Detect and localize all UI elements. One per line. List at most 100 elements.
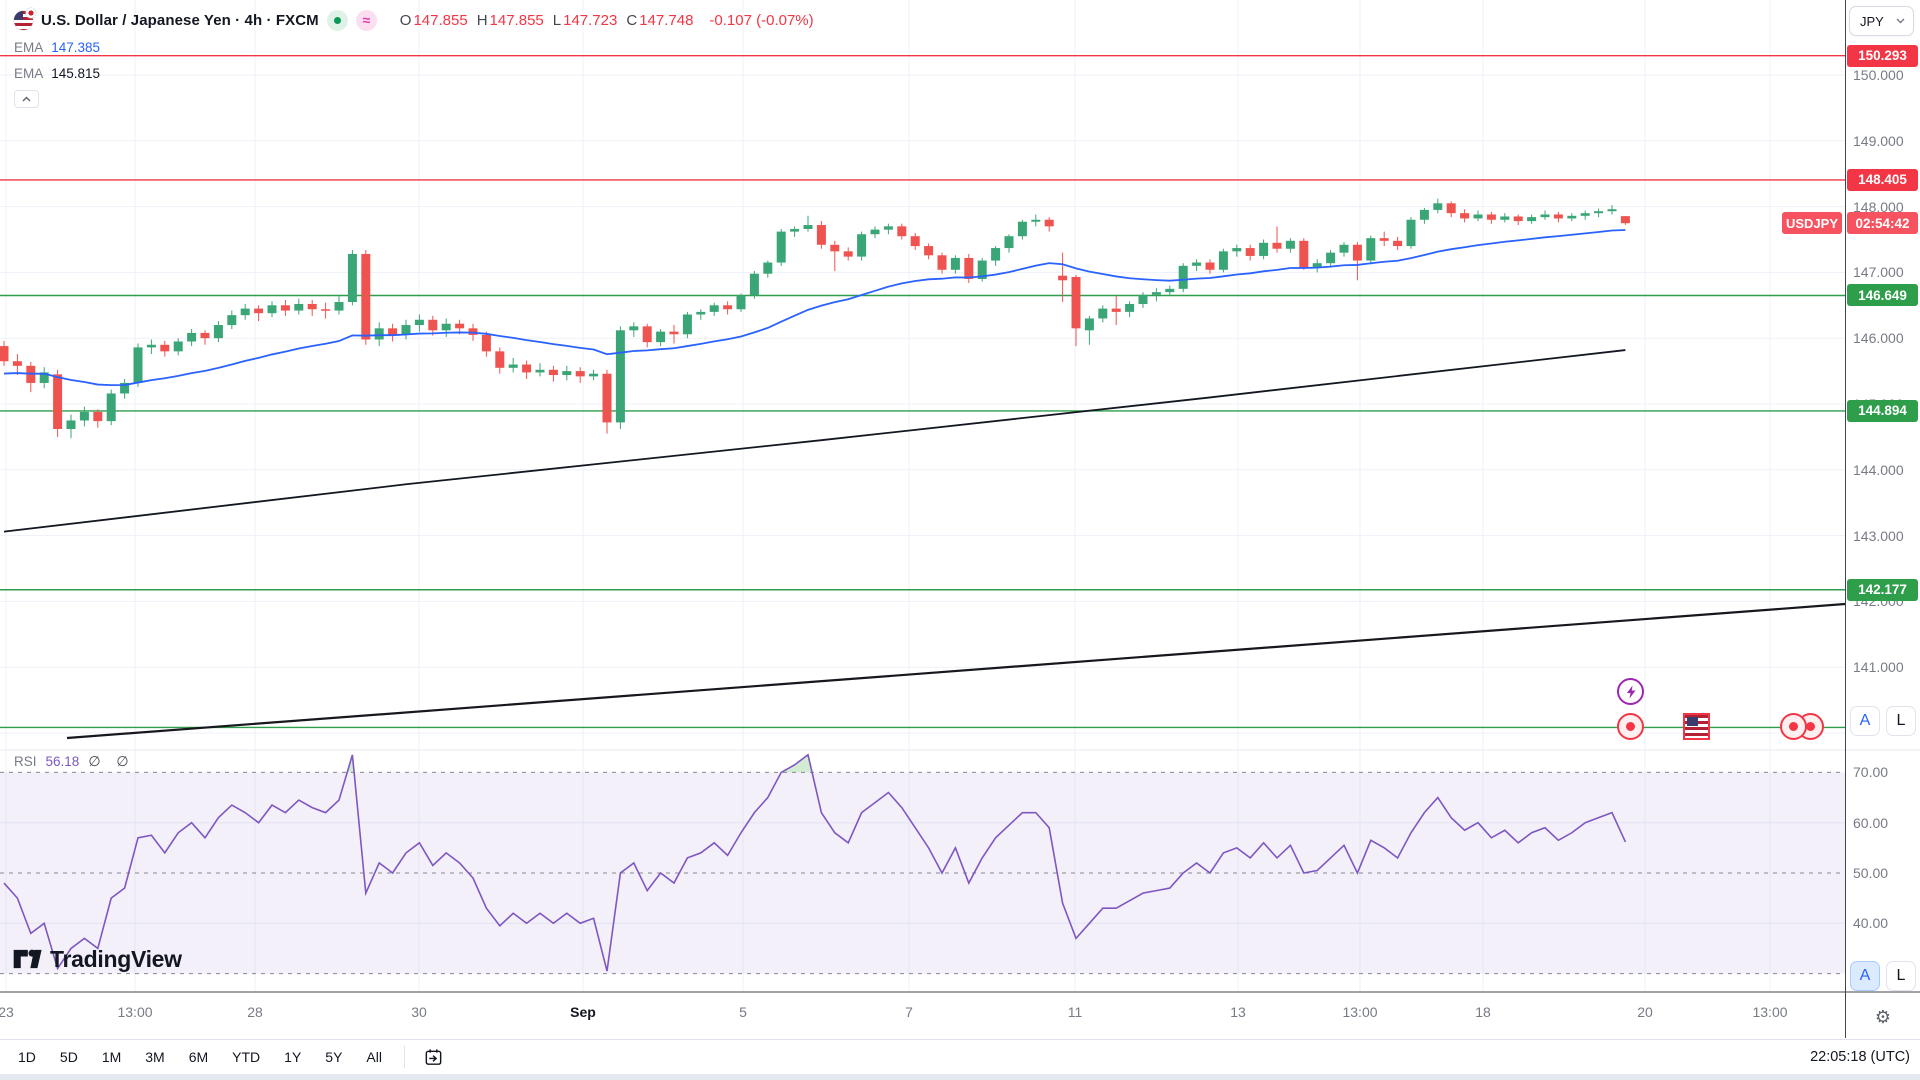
candle-body[interactable]	[682, 314, 692, 335]
rsi-line[interactable]	[3, 753, 1627, 972]
candle-body[interactable]	[1607, 209, 1617, 212]
candle-body[interactable]	[709, 305, 719, 312]
currency-dropdown[interactable]: JPY	[1849, 6, 1914, 36]
candle-body[interactable]	[1620, 216, 1630, 224]
candle-body[interactable]	[1406, 219, 1416, 247]
candle-body[interactable]	[1165, 288, 1175, 293]
candle-body[interactable]	[977, 260, 987, 279]
time-axis-label[interactable]: 28	[247, 1004, 263, 1020]
candle-body[interactable]	[307, 303, 317, 310]
ema-fast-line[interactable]	[3, 229, 1626, 387]
time-axis-label[interactable]: 30	[411, 1004, 427, 1020]
range-button-1y[interactable]: 1Y	[284, 1049, 302, 1065]
ema-slow-line[interactable]	[3, 349, 1626, 533]
horizontal-scrollbar[interactable]	[0, 1074, 1920, 1080]
candle-body[interactable]	[133, 347, 143, 383]
candle-body[interactable]	[294, 303, 304, 311]
session-clock[interactable]: 22:05:18 (UTC)	[1810, 1049, 1910, 1065]
candle-body[interactable]	[749, 273, 759, 296]
candle-body[interactable]	[1205, 262, 1215, 270]
market-status-icon[interactable]	[326, 9, 348, 31]
candle-body[interactable]	[910, 236, 920, 247]
candle-body[interactable]	[79, 411, 89, 421]
range-button-5y[interactable]: 5Y	[325, 1049, 343, 1065]
collapse-legend-button[interactable]	[14, 90, 39, 108]
candle-body[interactable]	[562, 371, 572, 376]
candle-body[interactable]	[1098, 308, 1108, 319]
event-marker-icon[interactable]	[1617, 713, 1644, 740]
candle-body[interactable]	[1486, 214, 1496, 220]
candle-body[interactable]	[1232, 248, 1242, 252]
range-button-6m[interactable]: 6M	[188, 1049, 209, 1065]
candle-body[interactable]	[1393, 240, 1403, 247]
ema-fast-legend[interactable]: EMA 147.385	[14, 36, 814, 58]
symbol-title[interactable]: U.S. Dollar / Japanese Yen · 4h · FXCM	[41, 11, 319, 29]
candle-body[interactable]	[12, 361, 22, 366]
candle-body[interactable]	[455, 323, 465, 329]
time-axis-label[interactable]: 13	[1230, 1004, 1246, 1020]
candle-body[interactable]	[1071, 277, 1081, 329]
candle-body[interactable]	[428, 319, 438, 331]
log-scale-button[interactable]: L	[1886, 706, 1916, 736]
candle-body[interactable]	[843, 251, 853, 257]
candle-body[interactable]	[495, 351, 505, 368]
candle-body[interactable]	[414, 319, 424, 326]
price-level-badge[interactable]: 148.405	[1847, 168, 1918, 191]
candle-body[interactable]	[1513, 216, 1523, 222]
candle-body[interactable]	[1245, 248, 1255, 256]
rsi-log-scale-button[interactable]: L	[1886, 961, 1916, 991]
ema-slow-legend[interactable]: EMA 145.815	[14, 62, 814, 84]
candle-body[interactable]	[656, 331, 666, 343]
approx-data-icon[interactable]: ≈	[355, 9, 377, 31]
candle-body[interactable]	[240, 308, 250, 316]
candle-body[interactable]	[0, 346, 9, 362]
candle-body[interactable]	[991, 248, 1001, 261]
candle-body[interactable]	[401, 325, 411, 335]
candle-body[interactable]	[468, 328, 478, 335]
time-axis-label[interactable]: 5	[739, 1004, 747, 1020]
price-level-badge[interactable]: 146.649	[1847, 284, 1918, 307]
candle-body[interactable]	[1352, 244, 1362, 261]
candle-body[interactable]	[589, 373, 599, 377]
candle-body[interactable]	[334, 302, 344, 311]
candle-body[interactable]	[1084, 318, 1094, 331]
candle-body[interactable]	[120, 382, 130, 394]
candle-body[interactable]	[575, 371, 585, 377]
candle-body[interactable]	[897, 226, 907, 237]
candle-body[interactable]	[763, 262, 773, 274]
range-button-1m[interactable]: 1M	[101, 1049, 122, 1065]
candle-body[interactable]	[321, 309, 331, 311]
range-button-1d[interactable]: 1D	[18, 1049, 36, 1065]
candle-body[interactable]	[535, 369, 545, 373]
candle-body[interactable]	[173, 341, 183, 352]
candle-body[interactable]	[964, 257, 974, 279]
candle-body[interactable]	[1151, 292, 1161, 295]
candle-body[interactable]	[1594, 211, 1604, 214]
candle-body[interactable]	[1379, 238, 1389, 241]
candle-body[interactable]	[1218, 251, 1228, 270]
candle-body[interactable]	[146, 344, 156, 348]
candle-body[interactable]	[280, 305, 290, 311]
candle-body[interactable]	[93, 411, 103, 422]
candle-body[interactable]	[883, 226, 893, 230]
candle-body[interactable]	[1138, 294, 1148, 304]
candle-body[interactable]	[1192, 262, 1202, 266]
candle-body[interactable]	[374, 328, 384, 340]
candle-body[interactable]	[1272, 242, 1282, 249]
candle-body[interactable]	[361, 253, 371, 340]
candle-body[interactable]	[1017, 221, 1027, 237]
candle-body[interactable]	[736, 295, 746, 310]
candle-body[interactable]	[508, 364, 518, 368]
event-marker-icon-2a[interactable]	[1780, 713, 1807, 740]
time-axis-label[interactable]: 23	[0, 1004, 14, 1020]
auto-scale-button[interactable]: A	[1850, 706, 1880, 736]
time-axis-label[interactable]: 11	[1067, 1004, 1083, 1020]
candle-body[interactable]	[1473, 214, 1483, 219]
candle-body[interactable]	[1580, 213, 1590, 216]
candle-body[interactable]	[227, 315, 237, 326]
candle-body[interactable]	[53, 374, 63, 430]
candle-body[interactable]	[1540, 214, 1550, 218]
candle-body[interactable]	[1178, 265, 1188, 289]
countdown-badge[interactable]: 02:54:42	[1847, 212, 1918, 235]
